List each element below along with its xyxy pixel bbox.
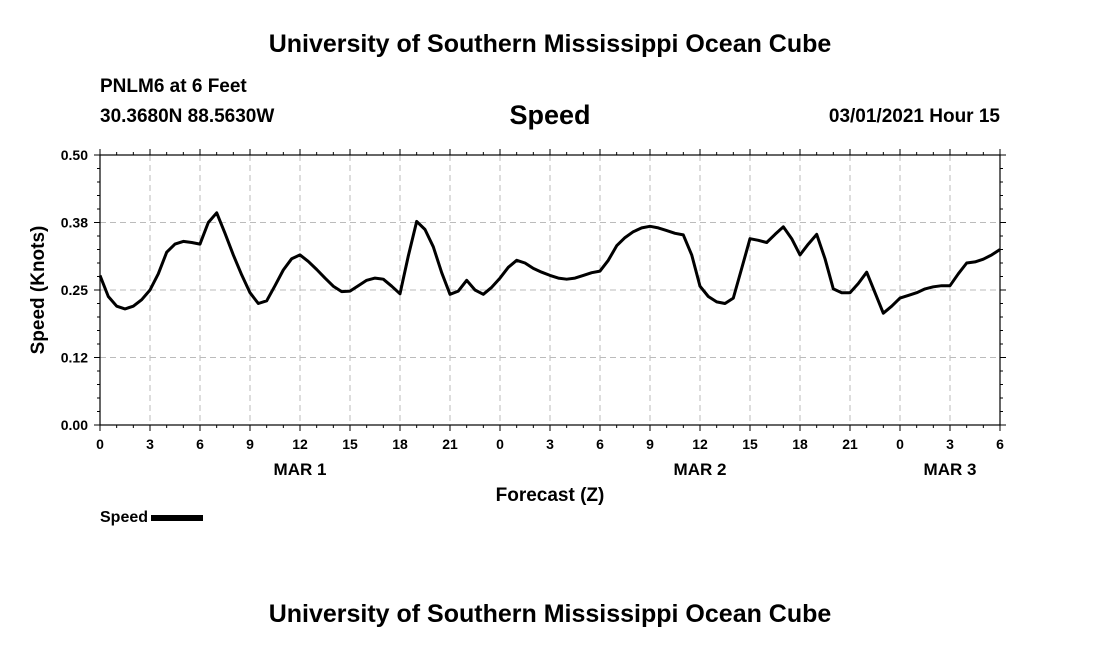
y-tick-label: 0.25 xyxy=(61,282,88,298)
y-tick-label: 0.38 xyxy=(61,215,88,231)
y-tick-label: 0.00 xyxy=(61,417,88,433)
x-day-label: MAR 2 xyxy=(674,460,727,479)
x-tick-label: 3 xyxy=(946,436,954,452)
x-tick-label: 6 xyxy=(596,436,604,452)
x-tick-label: 3 xyxy=(146,436,154,452)
x-tick-label: 0 xyxy=(496,436,504,452)
y-tick-label: 0.50 xyxy=(61,147,88,163)
x-tick-label: 6 xyxy=(196,436,204,452)
chart-title: Speed xyxy=(509,100,591,130)
x-tick-label: 6 xyxy=(996,436,1004,452)
plot-frame xyxy=(99,154,1001,426)
x-tick-label: 0 xyxy=(96,436,104,452)
y-axis-title: Speed (Knots) xyxy=(28,226,49,355)
x-tick-label: 15 xyxy=(342,436,358,452)
x-tick-label: 21 xyxy=(842,436,858,452)
station-label: PNLM6 at 6 Feet xyxy=(100,76,247,97)
x-axis-title: Forecast (Z) xyxy=(496,485,605,506)
forecast-timestamp: 03/01/2021 Hour 15 xyxy=(828,106,1000,127)
x-tick-label: 21 xyxy=(442,436,458,452)
x-tick-label: 18 xyxy=(792,436,808,452)
legend-label: Speed xyxy=(100,509,149,526)
speed-chart: 0.00 0.12 0.25 0.38 0.50 0 3 6 9 12 15 18 21 0 3 6 9 12 15… xyxy=(28,147,1006,506)
x-day-label: MAR 1 xyxy=(274,460,327,479)
legend-line-swatch xyxy=(151,515,204,521)
x-tick-label: 12 xyxy=(292,436,308,452)
page-title-top: University of Southern Mississippi Ocean… xyxy=(268,30,832,58)
page-title-bottom: University of Southern Mississippi Ocean… xyxy=(268,600,832,628)
x-tick-label: 3 xyxy=(546,436,554,452)
x-tick-label: 9 xyxy=(246,436,254,452)
x-tick-label: 12 xyxy=(692,436,708,452)
x-day-label: MAR 3 xyxy=(924,460,977,479)
x-tick-label: 15 xyxy=(742,436,758,452)
coordinates-label: 30.3680N 88.5630W xyxy=(100,106,275,127)
x-tick-label: 18 xyxy=(392,436,408,452)
y-tick-label: 0.12 xyxy=(61,350,88,366)
legend: Speed xyxy=(100,509,204,527)
x-tick-label: 9 xyxy=(646,436,654,452)
series-line-speed xyxy=(98,211,1001,315)
x-tick-label: 0 xyxy=(896,436,904,452)
